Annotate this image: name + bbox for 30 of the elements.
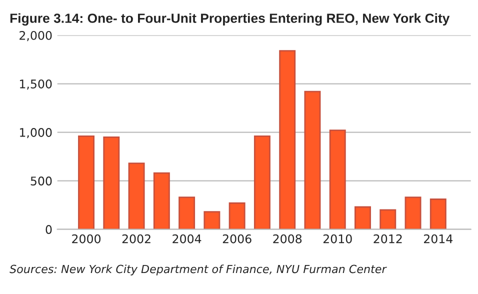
bar bbox=[304, 90, 321, 230]
bar bbox=[78, 135, 94, 230]
bar bbox=[430, 198, 446, 230]
bar bbox=[204, 211, 220, 230]
bar bbox=[254, 135, 270, 230]
bar bbox=[404, 196, 422, 230]
bar bbox=[380, 209, 396, 230]
x-tick-label: 2014 bbox=[424, 234, 453, 244]
y-tick-label: 0 bbox=[46, 225, 52, 234]
bar bbox=[228, 202, 246, 230]
y-tick-label: 1,500 bbox=[20, 80, 52, 90]
x-tick-label: 2012 bbox=[374, 234, 402, 244]
chart-title: Figure 3.14: One- to Four-Unit Properties Entering REO, New York City bbox=[10, 13, 450, 26]
x-tick-label: 2004 bbox=[172, 234, 202, 244]
x-tick-label: 2000 bbox=[72, 234, 101, 244]
y-tick-label: 2,000 bbox=[20, 31, 52, 42]
bar bbox=[178, 196, 196, 230]
x-tick-label: 2002 bbox=[122, 234, 150, 244]
y-tick-label: 500 bbox=[30, 176, 52, 186]
source-note: Sources: New York City Department of Finance, NYU Furman Center bbox=[10, 264, 387, 276]
bar bbox=[103, 136, 120, 230]
x-tick-label: 2008 bbox=[273, 234, 302, 244]
y-tick-label: 1,000 bbox=[20, 128, 52, 138]
bar bbox=[153, 172, 170, 230]
bar bbox=[329, 130, 346, 230]
x-tick-label: 2006 bbox=[222, 234, 252, 244]
x-tick-label: 2010 bbox=[323, 234, 352, 244]
bar bbox=[128, 162, 145, 230]
bar bbox=[354, 206, 371, 230]
bar bbox=[279, 50, 296, 230]
